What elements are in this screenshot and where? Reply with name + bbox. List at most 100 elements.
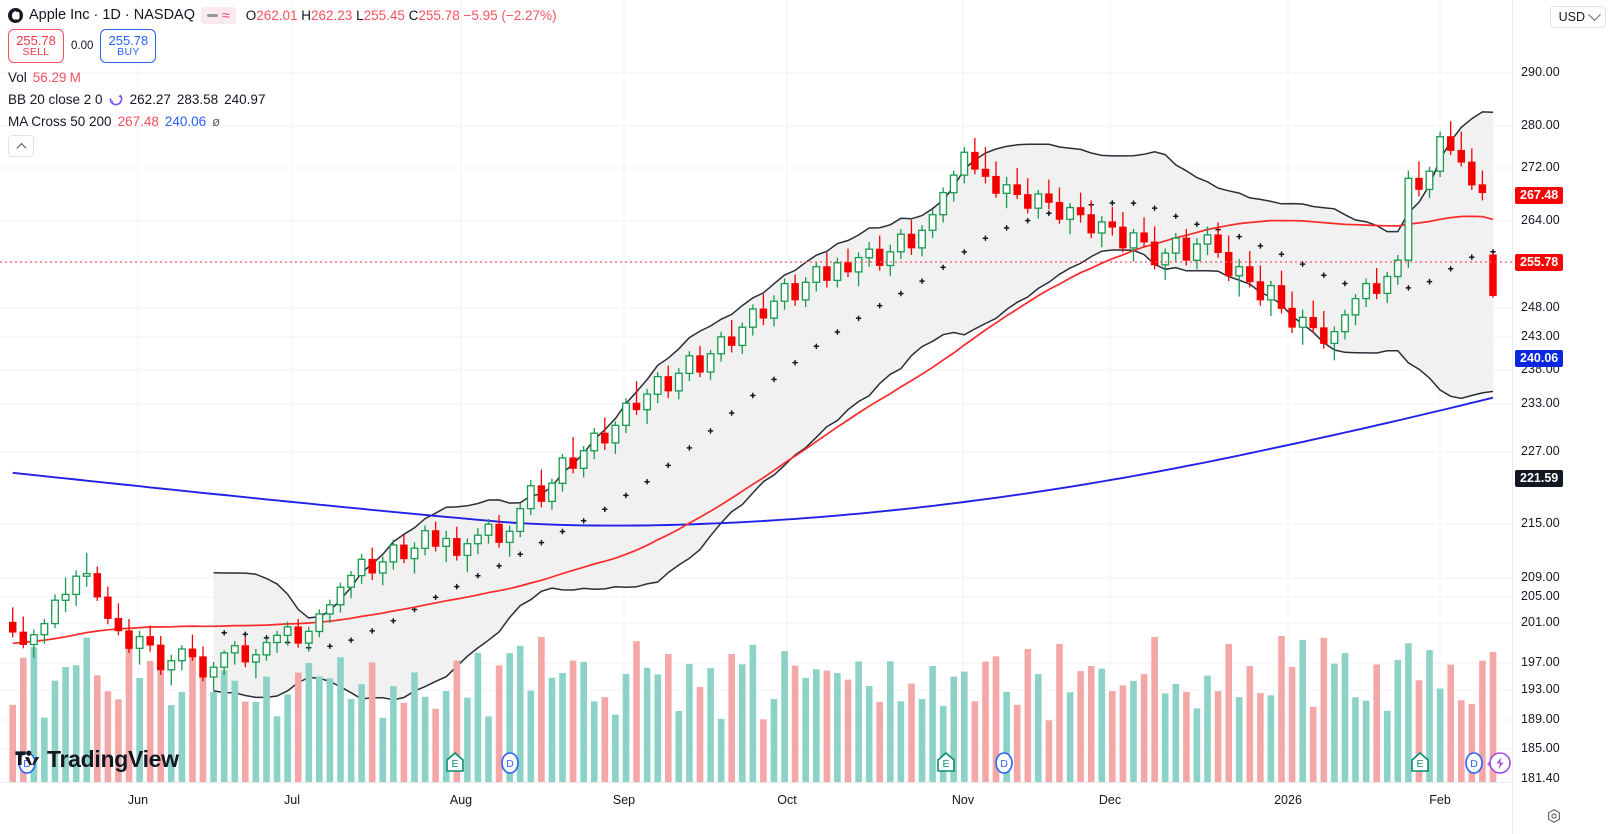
- candle-body[interactable]: [40, 622, 49, 636]
- candle-body[interactable]: [590, 432, 599, 452]
- candle-body[interactable]: [548, 482, 556, 503]
- buy-button[interactable]: 255.78 BUY: [100, 29, 157, 63]
- candle-body[interactable]: [928, 214, 937, 231]
- candle-body[interactable]: [738, 326, 747, 347]
- candle-body[interactable]: [167, 660, 176, 671]
- candle-body[interactable]: [1076, 207, 1085, 216]
- candle-body[interactable]: [283, 626, 292, 637]
- candle-body[interactable]: [1415, 177, 1423, 190]
- candle-body[interactable]: [220, 652, 229, 668]
- bollinger-indicator-row[interactable]: BB 20 close 2 0 262.27 283.58 240.97: [8, 89, 557, 109]
- candle-body[interactable]: [865, 248, 874, 259]
- ai-insight-marker[interactable]: [1487, 752, 1511, 774]
- candle-body[interactable]: [844, 262, 852, 273]
- candle-body[interactable]: [960, 151, 969, 176]
- ma200-price-badge[interactable]: 240.06: [1515, 350, 1564, 367]
- symbol-row[interactable]: Apple Inc · 1D · NASDAQ ≈ O262.01 H262.2…: [8, 4, 557, 26]
- candle-body[interactable]: [347, 574, 356, 588]
- candle-body[interactable]: [294, 626, 302, 644]
- candle-body[interactable]: [526, 485, 535, 510]
- candle-body[interactable]: [632, 402, 641, 411]
- candle-body[interactable]: [1055, 201, 1064, 220]
- candle-body[interactable]: [463, 543, 472, 557]
- candle-body[interactable]: [516, 507, 525, 533]
- candle-body[interactable]: [230, 645, 239, 654]
- candle-body[interactable]: [537, 485, 546, 502]
- candle-body[interactable]: [1097, 221, 1106, 234]
- candle-body[interactable]: [1140, 232, 1148, 243]
- candle-body[interactable]: [717, 336, 726, 355]
- candle-body[interactable]: [949, 174, 958, 194]
- candle-body[interactable]: [791, 283, 799, 301]
- dividend-marker[interactable]: D: [18, 752, 36, 774]
- candle-body[interactable]: [674, 372, 683, 392]
- ma50-price-badge[interactable]: 267.48: [1515, 187, 1564, 204]
- candle-body[interactable]: [1002, 184, 1011, 194]
- collapse-legend-button[interactable]: [8, 135, 34, 157]
- candle-body[interactable]: [400, 544, 408, 560]
- candle-body[interactable]: [315, 613, 324, 633]
- candle-body[interactable]: [209, 666, 218, 678]
- candle-body[interactable]: [875, 248, 884, 266]
- candle-body[interactable]: [1214, 234, 1222, 253]
- currency-selector[interactable]: USD: [1549, 6, 1606, 28]
- candle-body[interactable]: [104, 596, 112, 619]
- candle-body[interactable]: [1203, 234, 1212, 245]
- candle-body[interactable]: [558, 457, 567, 484]
- candle-body[interactable]: [579, 450, 588, 469]
- candle-body[interactable]: [1341, 314, 1349, 333]
- candle-body[interactable]: [801, 281, 810, 301]
- candle-body[interactable]: [1468, 161, 1476, 186]
- candle-body[interactable]: [780, 282, 789, 302]
- ma-cross-indicator-row[interactable]: MA Cross 50 200 267.48 240.06 ø: [8, 111, 557, 131]
- candle-body[interactable]: [336, 586, 345, 606]
- candle-body[interactable]: [177, 648, 186, 662]
- candle-body[interactable]: [939, 191, 948, 216]
- candle-body[interactable]: [1066, 206, 1075, 220]
- candle-body[interactable]: [82, 572, 91, 577]
- candle-body[interactable]: [823, 266, 831, 281]
- candle-body[interactable]: [1393, 259, 1402, 278]
- refresh-icon[interactable]: [109, 92, 124, 107]
- candle-body[interactable]: [1309, 316, 1317, 329]
- candle-body[interactable]: [1087, 214, 1095, 234]
- candle-body[interactable]: [8, 621, 17, 633]
- candle-body[interactable]: [1235, 266, 1244, 277]
- candle-body[interactable]: [1383, 275, 1392, 295]
- earnings-marker[interactable]: E: [937, 751, 955, 772]
- candle-body[interactable]: [833, 262, 842, 282]
- candle-body[interactable]: [1489, 254, 1497, 296]
- candle-body[interactable]: [1256, 281, 1265, 301]
- candle-body[interactable]: [1013, 184, 1021, 196]
- candle-body[interactable]: [505, 530, 514, 544]
- candle-body[interactable]: [421, 530, 430, 549]
- candle-body[interactable]: [51, 599, 59, 625]
- earnings-marker[interactable]: E: [1411, 751, 1429, 772]
- candle-body[interactable]: [1119, 226, 1127, 249]
- candle-body[interactable]: [886, 251, 895, 267]
- candle-body[interactable]: [410, 547, 419, 560]
- candle-body[interactable]: [368, 558, 376, 574]
- candle-body[interactable]: [971, 151, 979, 170]
- symbol-title[interactable]: Apple Inc · 1D · NASDAQ: [29, 7, 195, 23]
- candle-body[interactable]: [1161, 252, 1170, 266]
- candle-body[interactable]: [1192, 243, 1201, 261]
- candle-body[interactable]: [389, 544, 398, 563]
- candle-body[interactable]: [1182, 237, 1191, 261]
- candle-body[interactable]: [1045, 193, 1053, 203]
- candle-body[interactable]: [1478, 184, 1487, 194]
- candle-body[interactable]: [643, 393, 652, 411]
- candle-body[interactable]: [114, 617, 123, 632]
- candle-body[interactable]: [1330, 331, 1339, 345]
- price-scale[interactable]: 290.00 280.00 272.00 264.00 248.00 243.00 238.…: [1512, 0, 1612, 834]
- candle-body[interactable]: [854, 256, 863, 273]
- candle-body[interactable]: [431, 530, 440, 547]
- candle-body[interactable]: [93, 573, 102, 598]
- candle-body[interactable]: [601, 432, 609, 444]
- candle-body[interactable]: [125, 630, 133, 649]
- candle-body[interactable]: [696, 355, 704, 373]
- candle-body[interactable]: [135, 635, 144, 649]
- candle-body[interactable]: [1457, 149, 1466, 163]
- candle-body[interactable]: [484, 523, 493, 536]
- candle-body[interactable]: [378, 561, 387, 574]
